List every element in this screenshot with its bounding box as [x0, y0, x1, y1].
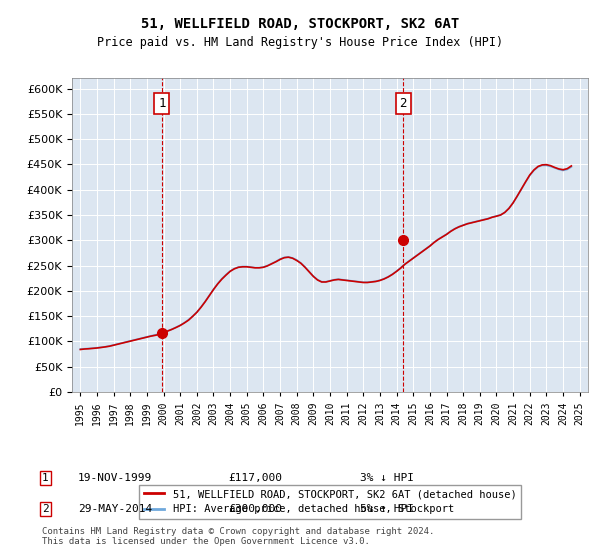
Text: 1: 1 — [158, 97, 166, 110]
Text: 1: 1 — [42, 473, 49, 483]
Text: 51, WELLFIELD ROAD, STOCKPORT, SK2 6AT: 51, WELLFIELD ROAD, STOCKPORT, SK2 6AT — [141, 17, 459, 31]
Text: 2: 2 — [42, 504, 49, 514]
Text: £300,000: £300,000 — [228, 504, 282, 514]
Text: £117,000: £117,000 — [228, 473, 282, 483]
Text: 19-NOV-1999: 19-NOV-1999 — [78, 473, 152, 483]
Legend: 51, WELLFIELD ROAD, STOCKPORT, SK2 6AT (detached house), HPI: Average price, det: 51, WELLFIELD ROAD, STOCKPORT, SK2 6AT (… — [139, 485, 521, 519]
Text: 2: 2 — [400, 97, 407, 110]
Text: Contains HM Land Registry data © Crown copyright and database right 2024.
This d: Contains HM Land Registry data © Crown c… — [42, 526, 434, 546]
Text: 3% ↓ HPI: 3% ↓ HPI — [360, 473, 414, 483]
Text: 5% ↑ HPI: 5% ↑ HPI — [360, 504, 414, 514]
Text: Price paid vs. HM Land Registry's House Price Index (HPI): Price paid vs. HM Land Registry's House … — [97, 36, 503, 49]
Text: 29-MAY-2014: 29-MAY-2014 — [78, 504, 152, 514]
